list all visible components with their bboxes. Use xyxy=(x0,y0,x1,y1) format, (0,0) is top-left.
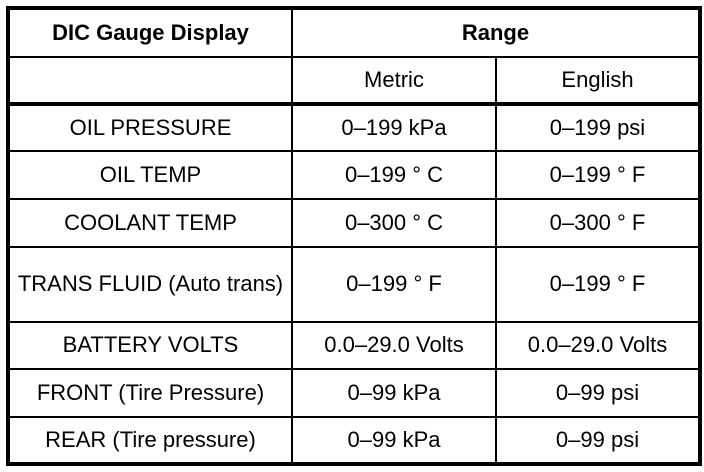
dic-gauge-table-document: DIC Gauge Display Range Metric English O… xyxy=(6,6,702,466)
table-row: BATTERY VOLTS 0.0–29.0 Volts 0.0–29.0 Vo… xyxy=(7,320,701,371)
subheader-english: English xyxy=(495,55,701,105)
table-row: FRONT (Tire Pressure) 0–99 kPa 0–99 psi xyxy=(7,368,701,419)
row-english-range: 0–199 ° F xyxy=(495,150,701,201)
table-subheader-row: Metric English xyxy=(7,55,701,105)
row-display-name: COOLANT TEMP xyxy=(7,198,293,249)
table-header-row: DIC Gauge Display Range xyxy=(7,7,701,58)
row-display-name: TRANS FLUID (Auto trans) xyxy=(7,246,293,323)
header-dic-gauge-display: DIC Gauge Display xyxy=(7,7,293,58)
dic-gauge-range-table: DIC Gauge Display Range Metric English O… xyxy=(6,6,702,466)
row-display-name: OIL TEMP xyxy=(7,150,293,201)
row-metric-range: 0–199 kPa xyxy=(291,101,497,153)
row-display-name: OIL PRESSURE xyxy=(7,101,293,153)
header-range: Range xyxy=(291,7,701,58)
subheader-empty-cell xyxy=(7,55,293,105)
table-row: TRANS FLUID (Auto trans) 0–199 ° F 0–199… xyxy=(7,246,701,323)
row-display-name: FRONT (Tire Pressure) xyxy=(7,368,293,419)
row-metric-range: 0–199 ° C xyxy=(291,150,497,201)
table-row: REAR (Tire pressure) 0–99 kPa 0–99 psi xyxy=(7,416,701,465)
row-metric-range: 0–99 kPa xyxy=(291,368,497,419)
row-english-range: 0–199 psi xyxy=(495,101,701,153)
row-display-name: REAR (Tire pressure) xyxy=(7,416,293,465)
row-metric-range: 0–199 ° F xyxy=(291,246,497,323)
row-english-range: 0.0–29.0 Volts xyxy=(495,320,701,371)
row-english-range: 0–99 psi xyxy=(495,368,701,419)
row-english-range: 0–199 ° F xyxy=(495,246,701,323)
row-english-range: 0–99 psi xyxy=(495,416,701,465)
row-metric-range: 0–99 kPa xyxy=(291,416,497,465)
row-metric-range: 0–300 ° C xyxy=(291,198,497,249)
row-metric-range: 0.0–29.0 Volts xyxy=(291,320,497,371)
table-row: OIL PRESSURE 0–199 kPa 0–199 psi xyxy=(7,101,701,153)
row-display-name: BATTERY VOLTS xyxy=(7,320,293,371)
table-row: COOLANT TEMP 0–300 ° C 0–300 ° F xyxy=(7,198,701,249)
table-row: OIL TEMP 0–199 ° C 0–199 ° F xyxy=(7,150,701,201)
subheader-metric: Metric xyxy=(291,55,497,105)
row-english-range: 0–300 ° F xyxy=(495,198,701,249)
